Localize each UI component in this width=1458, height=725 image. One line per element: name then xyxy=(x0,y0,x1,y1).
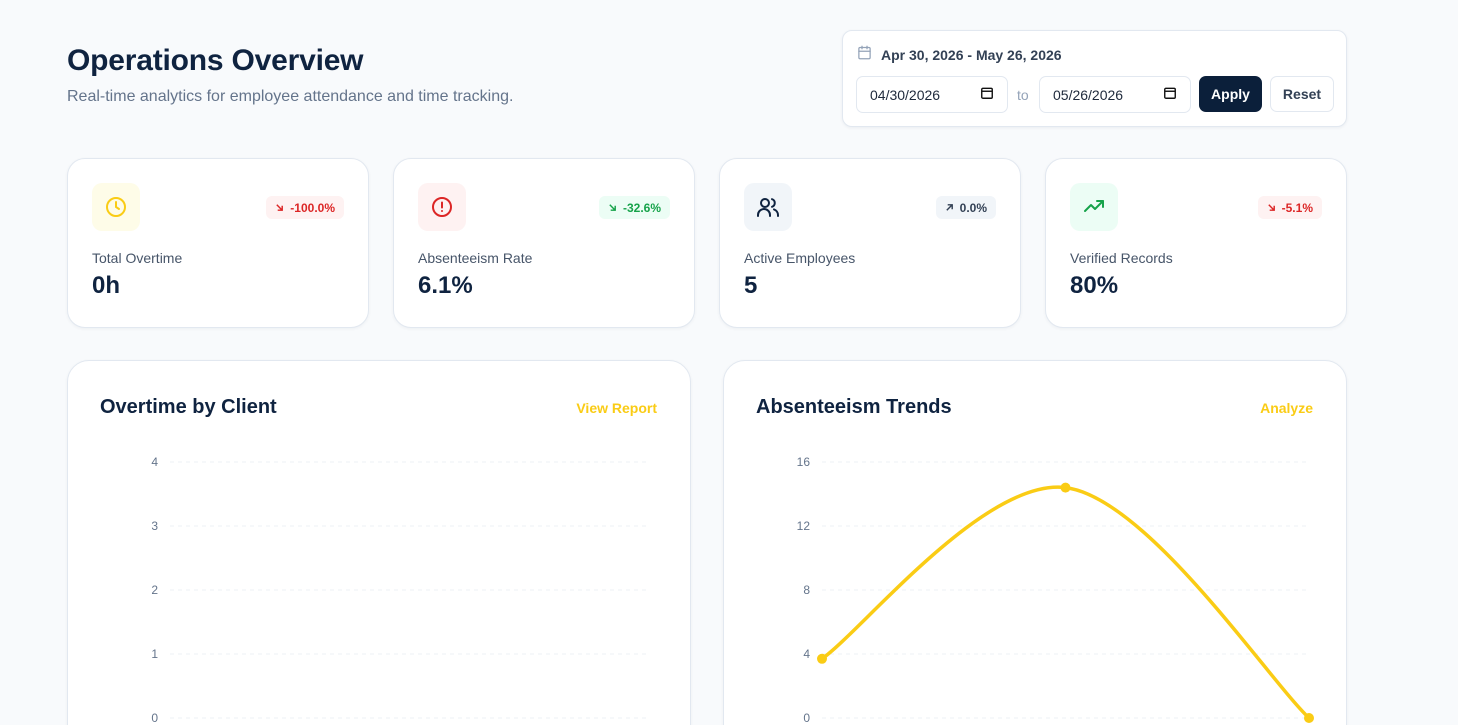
kpi-label: Verified Records xyxy=(1070,250,1173,266)
kpi-card-total-overtime: -100.0% Total Overtime 0h xyxy=(67,158,369,328)
data-point xyxy=(1304,713,1314,723)
change-value: -100.0% xyxy=(290,200,335,215)
kpi-label: Absenteeism Rate xyxy=(418,250,533,266)
kpi-value: 0h xyxy=(92,272,121,299)
kpi-card-absenteeism-rate: -32.6% Absenteeism Rate 6.1% xyxy=(393,158,695,328)
y-tick-label: 2 xyxy=(151,583,158,597)
end-date-input[interactable]: 05/26/2026 xyxy=(1039,76,1191,113)
page-header: Operations Overview Real-time analytics … xyxy=(67,44,513,106)
calendar-picker-icon[interactable] xyxy=(980,86,994,103)
overtime-chart-card: Overtime by Client View Report 0 1 2 3 4 xyxy=(67,360,691,725)
arrow-down-right-icon xyxy=(1267,201,1276,215)
y-tick-label: 4 xyxy=(803,647,810,661)
kpi-card-verified-records: -5.1% Verified Records 80% xyxy=(1045,158,1347,328)
date-range-label: Apr 30, 2026 - May 26, 2026 xyxy=(881,47,1062,63)
data-point xyxy=(817,653,827,664)
y-tick-label: 16 xyxy=(797,455,811,469)
trending-up-icon xyxy=(1070,183,1118,231)
y-tick-label: 8 xyxy=(803,583,810,597)
end-date-value: 05/26/2026 xyxy=(1053,86,1124,103)
change-badge: 0.0% xyxy=(935,196,996,219)
kpi-label: Active Employees xyxy=(744,250,856,266)
kpi-label: Total Overtime xyxy=(92,250,183,266)
change-badge: -5.1% xyxy=(1257,196,1322,219)
overtime-chart: 0 1 2 3 4 xyxy=(151,455,650,725)
arrow-down-right-icon xyxy=(275,201,284,215)
view-report-link[interactable]: View Report xyxy=(576,400,657,416)
change-value: -5.1% xyxy=(1281,200,1313,215)
y-tick-label: 0 xyxy=(803,711,810,725)
change-badge: -100.0% xyxy=(266,196,344,219)
calendar-picker-icon[interactable] xyxy=(1163,86,1177,103)
page-subtitle: Real-time analytics for employee attenda… xyxy=(67,88,514,105)
start-date-value: 04/30/2026 xyxy=(870,86,941,103)
kpi-value: 80% xyxy=(1070,272,1119,299)
kpi-card-active-employees: 0.0% Active Employees 5 xyxy=(719,158,1021,328)
arrow-down-right-icon xyxy=(608,201,617,215)
chart-title: Overtime by Client xyxy=(100,396,277,418)
kpi-value: 6.1% xyxy=(418,272,473,299)
data-point xyxy=(1060,482,1071,493)
absenteeism-chart-card: Absenteeism Trends Analyze 0 4 8 12 16 xyxy=(723,360,1347,725)
analyze-link[interactable]: Analyze xyxy=(1260,400,1313,416)
calendar-icon xyxy=(857,45,872,65)
alert-circle-icon xyxy=(418,183,466,231)
clock-icon xyxy=(92,183,140,231)
absenteeism-chart: 0 4 8 12 16 xyxy=(797,455,1314,725)
y-tick-label: 0 xyxy=(151,711,158,725)
chart-title: Absenteeism Trends xyxy=(756,396,952,418)
change-badge: -32.6% xyxy=(598,196,670,219)
change-value: -32.6% xyxy=(622,200,661,215)
y-tick-label: 1 xyxy=(151,647,158,661)
apply-button[interactable]: Apply xyxy=(1199,76,1262,112)
date-filter-card: Apr 30, 2026 - May 26, 2026 04/30/2026 t… xyxy=(842,30,1347,127)
arrow-up-right-icon xyxy=(945,201,954,215)
y-tick-label: 12 xyxy=(797,519,811,533)
series-line xyxy=(820,485,1311,720)
y-tick-label: 3 xyxy=(151,519,158,533)
change-value: 0.0% xyxy=(959,200,987,215)
users-icon xyxy=(744,183,792,231)
reset-button[interactable]: Reset xyxy=(1270,76,1334,112)
y-tick-label: 4 xyxy=(151,455,158,469)
start-date-input[interactable]: 04/30/2026 xyxy=(856,76,1008,113)
kpi-value: 5 xyxy=(744,272,758,299)
date-range-summary: Apr 30, 2026 - May 26, 2026 xyxy=(857,45,1062,65)
to-label: to xyxy=(1017,87,1029,103)
page-title: Operations Overview xyxy=(67,44,364,77)
